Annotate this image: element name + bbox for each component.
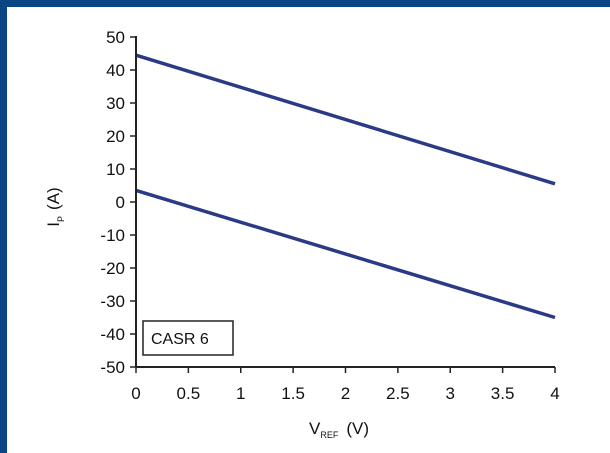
y-tick-label: 10: [106, 160, 125, 179]
x-ticks: 0 0.5 1 1.5 2 2.5 3 3.5 4: [131, 367, 560, 403]
x-tick-label: 2: [341, 384, 350, 403]
x-tick-label: 0.5: [177, 384, 201, 403]
x-axis-title-unit: (V): [346, 419, 369, 438]
y-tick-label: -10: [100, 226, 125, 245]
svg-text:IP(A): IP (A): [44, 187, 66, 226]
x-tick-label: 3.5: [491, 384, 515, 403]
x-tick-label: 3: [446, 384, 455, 403]
y-tick-label: -50: [100, 358, 125, 377]
y-tick-label: 50: [106, 28, 125, 47]
x-tick-label: 2.5: [386, 384, 410, 403]
y-tick-label: -20: [100, 259, 125, 278]
svg-text:VREF(V): VREF (V): [309, 419, 369, 440]
x-axis-title-sub: REF: [320, 430, 339, 440]
x-axis-title: VREF (V): [309, 419, 369, 440]
x-tick-label: 4: [550, 384, 559, 403]
y-axis-title: IP (A): [44, 187, 66, 226]
y-axis-title-sub: P: [56, 216, 66, 222]
series-line-2: [135, 188, 556, 320]
y-axis-title-main: I: [44, 222, 63, 227]
y-ticks: 50 40 30 20 10 0 -10 -20 -30 -40 -50: [100, 28, 136, 377]
chart-frame: 50 40 30 20 10 0 -10 -20 -30 -40 -50 0 0.5 1 1.5 2 2.5 3…: [7, 7, 610, 453]
y-axis-title-unit: (A): [44, 187, 63, 210]
x-tick-label: 0: [131, 384, 140, 403]
y-tick-label: -40: [100, 325, 125, 344]
axes: [135, 36, 555, 368]
y-tick-label: 20: [106, 127, 125, 146]
annotation-label: CASR 6: [151, 331, 209, 348]
y-tick-label: -30: [100, 292, 125, 311]
series-line-1: [135, 53, 556, 186]
annotation-box: CASR 6: [142, 320, 234, 356]
x-tick-label: 1.5: [281, 384, 305, 403]
y-tick-label: 30: [106, 94, 125, 113]
series-layer: [135, 53, 556, 320]
x-tick-label: 1: [236, 384, 245, 403]
chart: 50 40 30 20 10 0 -10 -20 -30 -40 -50 0 0.5 1 1.5 2 2.5 3…: [44, 28, 560, 440]
y-tick-label: 40: [106, 61, 125, 80]
y-tick-label: 0: [116, 193, 125, 212]
x-axis-title-main: V: [309, 419, 321, 438]
